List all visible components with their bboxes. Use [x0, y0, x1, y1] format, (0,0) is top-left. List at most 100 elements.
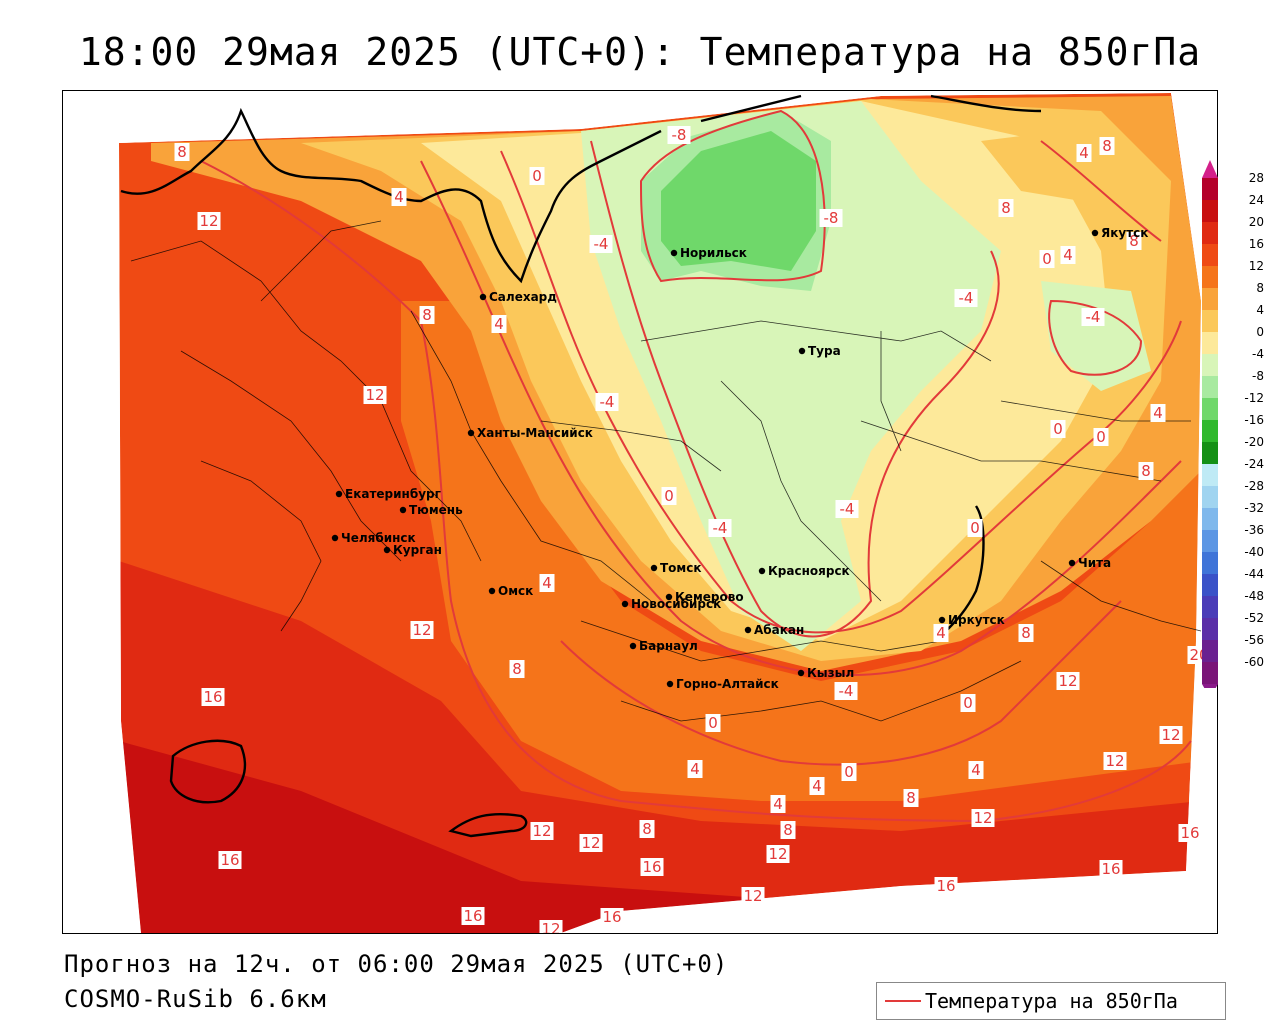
isotherm-value: 8: [512, 660, 522, 678]
colorbar-cell: [1202, 596, 1218, 618]
isotherm-value: 12: [768, 845, 787, 863]
legend-line-swatch: [885, 1000, 921, 1002]
isotherm-value: 16: [1101, 860, 1120, 878]
isotherm-label: 16: [1178, 824, 1202, 842]
city-dot: [670, 249, 678, 257]
isotherm-label: 4: [491, 315, 507, 333]
city-dot: [744, 626, 752, 634]
isotherm-value: -4: [840, 500, 855, 518]
city-name: Омск: [498, 584, 533, 598]
isotherm-label: 0: [960, 694, 976, 712]
isotherm-label: 16: [201, 688, 225, 706]
isotherm-value: 0: [1096, 428, 1106, 446]
colorbar-cell: [1202, 354, 1218, 376]
isotherm-label: 8: [1018, 624, 1034, 642]
colorbar-tick-label: -56: [1244, 633, 1264, 647]
city-dot: [758, 567, 766, 575]
city-name: Екатеринбург: [345, 487, 441, 501]
isotherm-value: 8: [422, 306, 432, 324]
isotherm-label: 0: [1050, 420, 1066, 438]
isotherm-value: -4: [1086, 308, 1101, 326]
colorbar-cell: [1202, 552, 1218, 574]
colorbar-cell: [1202, 442, 1218, 464]
city-dot: [650, 564, 658, 572]
isotherm-value: 12: [532, 822, 551, 840]
isotherm-value: 16: [642, 858, 661, 876]
colorbar-tick-label: -60: [1244, 655, 1264, 669]
isotherm-label: 8: [903, 789, 919, 807]
colorbar-tick-label: -12: [1244, 391, 1264, 405]
colorbar-cell: [1202, 508, 1218, 530]
colorbar-cell: [1202, 464, 1218, 486]
city-dot: [1068, 559, 1076, 567]
isotherm-label: 12: [363, 386, 387, 404]
isotherm-value: 12: [199, 212, 218, 230]
colorbar-tick-label: -48: [1244, 589, 1264, 603]
city-dot: [666, 680, 674, 688]
colorbar-cell: [1202, 398, 1218, 420]
city-marker: Тюмень: [399, 503, 463, 517]
city-marker: Новосибирск: [621, 597, 721, 611]
colorbar-tick-label: -8: [1252, 369, 1264, 383]
isotherm-label: 4: [1150, 404, 1166, 422]
colorbar-cell: [1202, 288, 1218, 310]
city-marker: Красноярск: [758, 564, 850, 578]
isotherm-value: 4: [971, 761, 981, 779]
colorbar-cell: [1202, 574, 1218, 596]
colorbar-tick-label: -16: [1244, 413, 1264, 427]
isotherm-value: 4: [1153, 404, 1163, 422]
city-name: Красноярск: [768, 564, 850, 578]
isotherm-value: 12: [1058, 672, 1077, 690]
isotherm-value: 8: [1141, 462, 1151, 480]
city-dot: [621, 600, 629, 608]
isotherm-label: 12: [579, 834, 603, 852]
colorbar-cell: [1202, 640, 1218, 662]
isotherm-label: 0: [841, 763, 857, 781]
city-marker: Ханты-Мансийск: [467, 426, 593, 440]
isotherm-value: 4: [542, 574, 552, 592]
colorbar-tick-label: -32: [1244, 501, 1264, 515]
city-dot: [488, 587, 496, 595]
isotherm-label: 4: [391, 188, 407, 206]
isotherm-value: 4: [1063, 246, 1073, 264]
city-name: Курган: [393, 543, 442, 557]
colorbar-top-arrow: [1202, 160, 1218, 178]
colorbar-tick-label: 4: [1256, 303, 1264, 317]
city-dot: [629, 642, 637, 650]
isotherm-value: -4: [594, 235, 609, 253]
city-name: Чита: [1078, 556, 1111, 570]
isotherm-label: 0: [661, 487, 677, 505]
colorbar-tick-label: 28: [1249, 171, 1264, 185]
colorbar-tick-label: -52: [1244, 611, 1264, 625]
isotherm-label: 16: [1099, 860, 1123, 878]
isotherm-label: 8: [639, 820, 655, 838]
colorbar-cell: [1202, 332, 1218, 354]
colorbar-tick-label: 12: [1249, 259, 1264, 273]
isotherm-value: 4: [936, 624, 946, 642]
isotherm-value: 4: [494, 315, 504, 333]
isotherm-label: -4: [835, 500, 859, 518]
isotherm-label: 8: [1126, 232, 1142, 250]
isotherm-label: -4: [595, 393, 619, 411]
city-marker: Салехард: [479, 290, 557, 304]
city-marker: Барнаул: [629, 639, 698, 653]
colorbar-cell: [1202, 486, 1218, 508]
city-marker: Горно-Алтайск: [666, 677, 779, 691]
isotherm-label: 0: [705, 714, 721, 732]
colorbar-tick-label: -24: [1244, 457, 1264, 471]
colorbar-cell: [1202, 310, 1218, 332]
colorbar-tick-label: 8: [1256, 281, 1264, 295]
colorbar-cell: [1202, 244, 1218, 266]
isotherm-value: 12: [365, 386, 384, 404]
city-name: Кемерово: [675, 590, 744, 604]
colorbar-cell: [1202, 266, 1218, 288]
isotherm-value: 4: [773, 795, 783, 813]
isotherm-value: 12: [1105, 752, 1124, 770]
isotherm-value: 0: [970, 519, 980, 537]
isotherm-value: 12: [541, 920, 560, 933]
city-dot: [798, 347, 806, 355]
isotherm-value: 8: [1001, 199, 1011, 217]
city-dot: [1091, 229, 1099, 237]
isotherm-value: 0: [708, 714, 718, 732]
